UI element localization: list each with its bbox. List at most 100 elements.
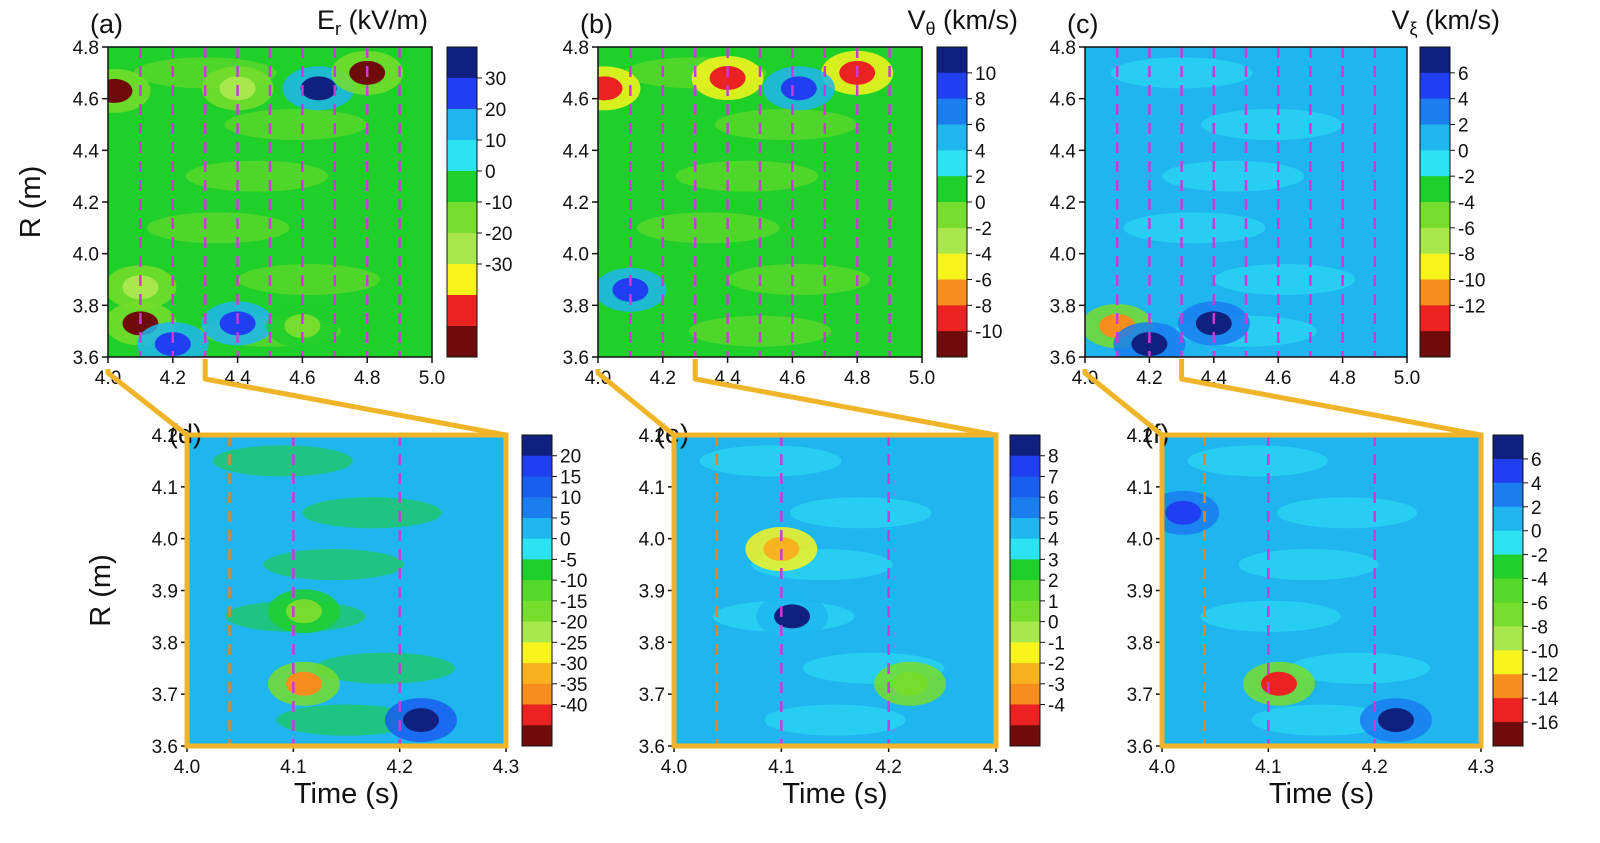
x-tick-label: 4.0 — [174, 757, 200, 778]
colorbar-swatch — [1420, 253, 1450, 280]
contour-band — [636, 212, 780, 244]
contour-feature — [1165, 500, 1202, 525]
contour-feature — [285, 599, 322, 624]
x-tick-label: 4.1 — [768, 757, 794, 778]
title-symbol: V — [1391, 5, 1409, 35]
contour-band — [727, 264, 871, 295]
colorbar-swatch — [937, 305, 967, 332]
heatmap-field-d — [187, 435, 506, 746]
colorbar-label: -20 — [485, 224, 512, 245]
panel-label: (c) — [1067, 9, 1098, 39]
y-tick-label: 4.2 — [1127, 426, 1153, 447]
colorbar-label: 20 — [560, 447, 581, 468]
y-tick-label: 4.6 — [1050, 90, 1076, 111]
colorbar-swatch — [447, 47, 477, 79]
colorbar-label: -2 — [1048, 654, 1065, 675]
colorbar-swatch — [522, 642, 552, 664]
colorbar-swatch — [447, 140, 477, 172]
colorbar-label: 4 — [1458, 90, 1469, 111]
colorbar-label: -10 — [975, 322, 1002, 343]
y-tick-label: 4.0 — [1050, 245, 1076, 266]
contour-band — [699, 445, 842, 477]
colorbar-swatch — [937, 176, 967, 203]
colorbar-swatch — [1493, 554, 1523, 580]
contour-band — [688, 315, 832, 347]
contour-band — [185, 160, 329, 192]
y-tick-label: 3.7 — [639, 685, 665, 706]
contour-feature — [774, 604, 811, 629]
colorbar-swatch — [1010, 642, 1040, 664]
colorbar-label: -1 — [1048, 633, 1065, 654]
colorbar-f: 6 4 2 0 -2 -4-6 -8 -10 -12 -14 -16 — [1492, 434, 1559, 747]
colorbar-label: -16 — [1531, 713, 1558, 734]
zoom-line-right — [692, 359, 997, 438]
y-tick-label: 4.2 — [563, 193, 589, 214]
y-tick-label: 3.9 — [152, 582, 178, 603]
x-tick-label: 4.0 — [1149, 757, 1175, 778]
colorbar-label: 10 — [975, 64, 996, 85]
colorbar-swatch — [522, 704, 552, 726]
y-tick-label: 3.8 — [152, 633, 178, 654]
contour-feature — [709, 66, 746, 90]
colorbar-label: 7 — [1048, 467, 1059, 488]
x-tick-label: 4.2 — [160, 368, 186, 389]
colorbar-swatch — [522, 497, 552, 519]
colorbar-label: 6 — [975, 116, 986, 137]
y-tick-label: 3.8 — [73, 296, 99, 317]
zoom-line-left — [105, 369, 189, 437]
colorbar-label: -8 — [1458, 245, 1475, 266]
contour-feature — [1260, 671, 1297, 696]
x-tick-label: 4.8 — [354, 368, 380, 389]
colorbar-label: 6 — [1458, 64, 1469, 85]
colorbar-swatch — [1010, 600, 1040, 623]
heatmap-background — [674, 435, 996, 746]
y-tick-label: 4.8 — [1050, 38, 1076, 59]
colorbar-swatch — [937, 202, 967, 229]
colorbar-label: 6 — [1048, 488, 1059, 509]
colorbar-label: -30 — [485, 255, 512, 276]
contour-band — [1162, 160, 1304, 192]
colorbar-swatch — [1420, 150, 1450, 177]
heatmap-field-c — [1085, 47, 1407, 357]
contour-band — [764, 704, 906, 736]
x-tick-label: 4.0 — [661, 757, 687, 778]
contour-band — [1200, 109, 1343, 140]
contour-feature — [300, 76, 337, 101]
panel-b: 4.0 4.2 4.4 4.6 4.8 5.03.63.84.04.24.44.64.8(… — [563, 5, 1018, 389]
y-tick-label: 4.4 — [73, 141, 100, 162]
colorbar-label: -25 — [560, 633, 587, 654]
colorbar-label: 2 — [1048, 571, 1059, 592]
heatmap-field-a — [108, 47, 432, 357]
contour-band — [1213, 264, 1356, 295]
colorbar-swatch — [1010, 455, 1040, 477]
colorbar-label: -15 — [560, 592, 587, 613]
colorbar-label: -30 — [560, 654, 587, 675]
contour-band — [314, 652, 455, 684]
y-tick-label: 4.2 — [1050, 193, 1076, 214]
colorbar-swatch — [1420, 176, 1450, 203]
colorbar-swatch — [522, 476, 552, 498]
colorbar-swatch — [1420, 202, 1450, 229]
zoom-connector-c — [1082, 359, 1484, 749]
panel-title: Er (kV/m) — [317, 5, 428, 39]
colorbar-swatch — [1010, 621, 1040, 643]
x-axis-label: Time (s) — [782, 778, 887, 810]
zoom-frame — [671, 432, 999, 749]
colorbar-label: -4 — [1048, 696, 1065, 717]
zoom-frame — [1159, 432, 1484, 749]
contour-feature — [598, 76, 623, 101]
contour-band — [146, 212, 290, 244]
colorbar-swatch — [522, 663, 552, 685]
colorbar-swatch — [1010, 435, 1040, 457]
colorbar-swatch — [1493, 674, 1523, 699]
colorbar-label: 6 — [1531, 450, 1542, 471]
colorbar-label: -6 — [1531, 593, 1548, 614]
colorbar-label: 8 — [975, 90, 986, 111]
y-tick-label: 4.2 — [639, 426, 665, 447]
colorbar-swatch — [522, 683, 552, 706]
zoom-line-left — [1082, 369, 1164, 437]
y-tick-label: 4.8 — [73, 38, 99, 59]
title-subscript: ξ — [1409, 19, 1417, 39]
colorbar-swatch — [1010, 580, 1040, 602]
